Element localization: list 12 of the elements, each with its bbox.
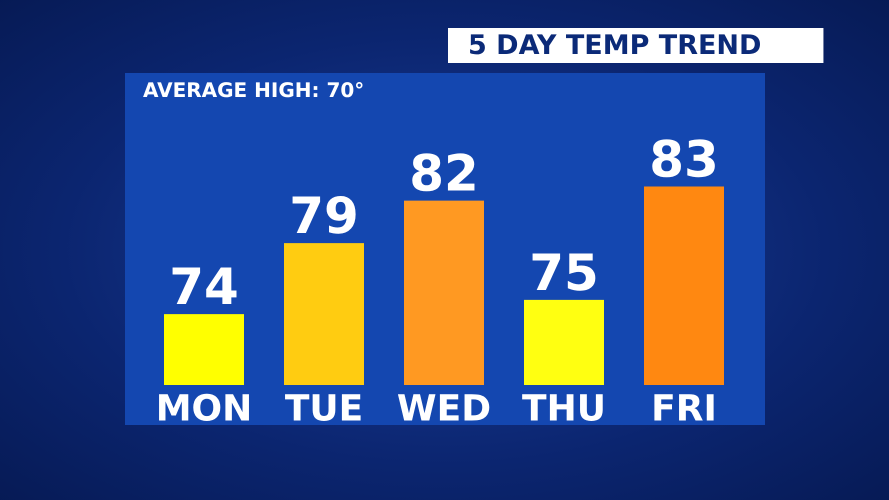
data-label: 74 — [169, 258, 239, 316]
x-tick-label: MON — [156, 388, 252, 430]
chart-title: 5 DAY TEMP TREND — [468, 30, 762, 61]
annotation: AVERAGE HIGH: 70° — [143, 78, 364, 102]
data-label: 79 — [289, 187, 359, 246]
x-tick-label: THU — [522, 388, 606, 430]
x-tick-label: WED — [396, 388, 492, 430]
x-tick-label: FRI — [651, 388, 717, 430]
data-label: 83 — [649, 130, 719, 188]
data-label: 75 — [529, 244, 599, 302]
x-tick-label: TUE — [284, 388, 364, 430]
data-label: 82 — [409, 144, 479, 203]
